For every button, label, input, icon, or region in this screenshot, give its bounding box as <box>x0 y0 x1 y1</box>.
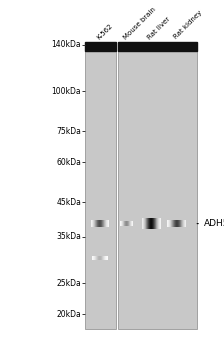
Text: 35kDa: 35kDa <box>56 232 81 241</box>
Text: Rat liver: Rat liver <box>147 15 172 40</box>
Text: 140kDa: 140kDa <box>52 40 81 49</box>
Text: 45kDa: 45kDa <box>56 197 81 206</box>
Text: 25kDa: 25kDa <box>56 279 81 288</box>
Text: Rat kidney: Rat kidney <box>173 10 203 40</box>
Text: 20kDa: 20kDa <box>56 310 81 319</box>
Text: K-562: K-562 <box>95 22 114 40</box>
FancyBboxPatch shape <box>85 42 116 329</box>
Text: 60kDa: 60kDa <box>56 158 81 167</box>
Text: Mouse brain: Mouse brain <box>122 6 157 40</box>
Bar <box>118 42 197 51</box>
Text: ADH5: ADH5 <box>197 219 224 228</box>
Text: 75kDa: 75kDa <box>56 127 81 136</box>
Bar <box>85 42 116 51</box>
Text: 100kDa: 100kDa <box>52 87 81 96</box>
FancyBboxPatch shape <box>118 42 197 329</box>
